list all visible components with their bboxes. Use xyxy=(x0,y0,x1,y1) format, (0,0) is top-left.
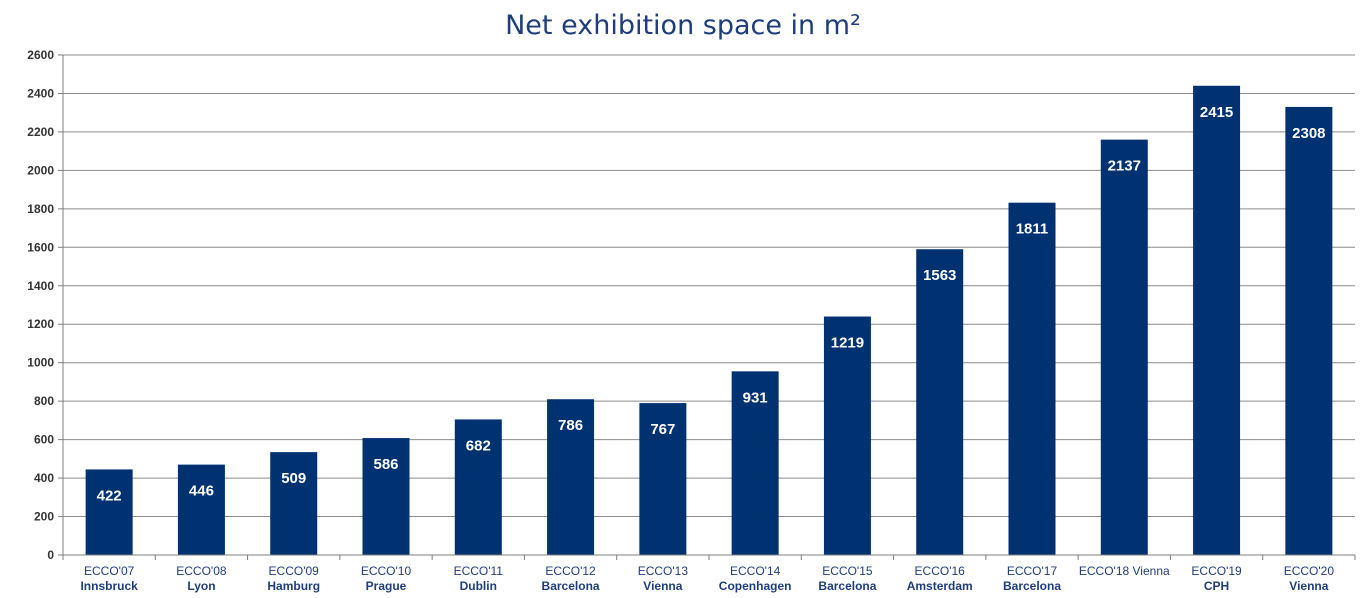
y-tick-label: 600 xyxy=(34,433,54,447)
x-tick-label: Amsterdam xyxy=(907,579,973,593)
x-tick-label: ECCO'13 xyxy=(638,564,689,578)
data-label: 786 xyxy=(558,417,583,434)
y-tick-label: 1800 xyxy=(27,202,54,216)
bar xyxy=(823,316,871,555)
bar xyxy=(547,399,595,555)
bar xyxy=(731,371,779,555)
bar xyxy=(362,438,410,555)
bar xyxy=(177,464,225,555)
x-tick-label: ECCO'11 xyxy=(454,564,504,578)
bar xyxy=(639,403,687,555)
bar xyxy=(85,469,133,555)
bar xyxy=(1193,85,1241,556)
x-tick-label: CPH xyxy=(1204,579,1229,593)
y-tick-label: 800 xyxy=(34,394,54,408)
data-label: 2137 xyxy=(1108,158,1141,175)
x-tick-label: ECCO'08 xyxy=(176,564,227,578)
x-tick-label: ECCO'19 xyxy=(1191,564,1242,578)
data-label: 931 xyxy=(743,389,768,406)
data-label: 586 xyxy=(373,456,398,473)
x-tick-label: ECCO'09 xyxy=(269,564,320,578)
x-tick-label: ECCO'07 xyxy=(84,564,135,578)
x-tick-label: ECCO'10 xyxy=(361,564,412,578)
data-label: 2308 xyxy=(1292,125,1325,142)
data-label: 2415 xyxy=(1200,104,1233,121)
x-tick-label: Dublin xyxy=(460,579,497,593)
x-tick-label: Innsbruck xyxy=(80,579,138,593)
y-tick-label: 2200 xyxy=(27,125,54,139)
y-tick-label: 2600 xyxy=(27,48,54,62)
bars: 422 446 509 586 682 786 767 931 1219 1563 1811 2137… xyxy=(85,85,1333,556)
x-tick-label: Barcelona xyxy=(1003,579,1061,593)
x-tick-label: Vienna xyxy=(1289,579,1328,593)
x-tick-label: Copenhagen xyxy=(719,579,792,593)
x-tick-label: Prague xyxy=(366,579,407,593)
x-tick-label: Barcelona xyxy=(542,579,600,593)
x-tick-label: ECCO'14 xyxy=(730,564,781,578)
x-tick-label: Hamburg xyxy=(267,579,320,593)
data-label: 1563 xyxy=(923,267,956,284)
axes: 0 200 400 600 800 1000 1200 1400 1600 1800 2000 220… xyxy=(27,48,1356,593)
y-tick-label: 200 xyxy=(34,510,54,524)
y-tick-label: 0 xyxy=(47,548,54,562)
y-tick-label: 1400 xyxy=(27,279,54,293)
data-label: 446 xyxy=(189,483,214,500)
y-tick-label: 400 xyxy=(34,471,54,485)
bar xyxy=(916,249,964,555)
chart-title: Net exhibition space in m² xyxy=(505,10,861,41)
bar xyxy=(1008,202,1056,555)
data-label: 1811 xyxy=(1016,221,1049,238)
gridlines xyxy=(63,54,1355,518)
y-tick-label: 1000 xyxy=(27,356,54,370)
bar xyxy=(1285,106,1333,555)
x-tick-label: Lyon xyxy=(187,579,215,593)
data-label: 767 xyxy=(650,421,675,438)
data-label: 1219 xyxy=(831,335,864,352)
bar xyxy=(270,452,318,555)
x-tick-label: ECCO'12 xyxy=(545,564,596,578)
y-tick-label: 1600 xyxy=(27,240,54,254)
x-tick-label: ECCO'16 xyxy=(915,564,966,578)
bar xyxy=(454,419,502,555)
x-tick-label: ECCO'17 xyxy=(1007,564,1058,578)
x-tick-label: ECCO'20 xyxy=(1284,564,1335,578)
x-tick-label: Vienna xyxy=(643,579,682,593)
y-tick-label: 2000 xyxy=(27,163,54,177)
x-tick-label: Barcelona xyxy=(818,579,876,593)
x-tick-label: ECCO'18 Vienna xyxy=(1079,564,1170,578)
data-label: 422 xyxy=(97,487,122,504)
data-label: 509 xyxy=(281,470,306,487)
y-tick-label: 1200 xyxy=(27,317,54,331)
y-tick-label: 2400 xyxy=(27,86,54,100)
bar xyxy=(1100,139,1148,555)
data-label: 682 xyxy=(466,437,491,454)
x-tick-label: ECCO'15 xyxy=(822,564,873,578)
